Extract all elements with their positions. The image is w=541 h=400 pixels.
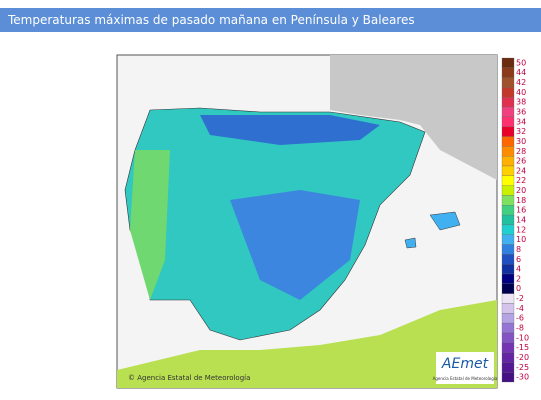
legend-swatch xyxy=(501,234,515,245)
legend-label: 20 xyxy=(516,186,526,195)
north-cold xyxy=(200,115,380,145)
legend-swatch xyxy=(501,165,515,176)
legend-label: 0 xyxy=(516,284,521,293)
legend-label: 32 xyxy=(516,127,526,136)
legend-label: -15 xyxy=(516,343,529,352)
legend-label: -2 xyxy=(516,294,524,303)
legend-swatch xyxy=(501,214,515,226)
legend-label: 24 xyxy=(516,166,526,175)
legend-label: 50 xyxy=(516,58,526,67)
legend-label: 38 xyxy=(516,98,526,107)
legend-swatch xyxy=(501,283,515,294)
legend-swatch xyxy=(501,175,515,186)
legend-label: -8 xyxy=(516,324,524,333)
legend-label: 14 xyxy=(516,216,526,225)
legend-swatch xyxy=(501,67,515,78)
legend-label: 2 xyxy=(516,274,521,283)
legend-label: 22 xyxy=(516,176,526,185)
legend-swatch xyxy=(501,372,515,383)
legend-swatch xyxy=(501,77,515,88)
legend-label: 16 xyxy=(516,206,526,215)
legend-swatch xyxy=(501,254,515,265)
legend-label: 36 xyxy=(516,108,526,117)
legend-label: -6 xyxy=(516,314,524,323)
legend: 5044424038363432302826242220181614121086… xyxy=(501,57,529,383)
africa xyxy=(117,300,497,388)
legend-swatch xyxy=(501,126,515,137)
legend-swatch xyxy=(501,244,515,255)
legend-swatch xyxy=(501,293,515,304)
legend-label: 4 xyxy=(516,265,521,274)
legend-swatch xyxy=(501,273,515,284)
ibiza xyxy=(404,237,417,249)
credit: © Agencia Estatal de Meteorología xyxy=(128,374,250,382)
legend-swatch xyxy=(501,136,515,147)
france xyxy=(330,55,497,180)
legend-label: -4 xyxy=(516,304,524,313)
legend-label: -30 xyxy=(516,373,529,382)
legend-label: 10 xyxy=(516,235,526,244)
legend-swatch xyxy=(501,146,515,157)
legend-swatch xyxy=(501,264,515,275)
legend-swatch xyxy=(501,97,515,108)
legend-swatch xyxy=(501,342,515,353)
legend-label: -20 xyxy=(516,353,529,362)
logo: AEmet xyxy=(441,356,489,372)
centre-cold xyxy=(230,190,360,300)
legend-label: 30 xyxy=(516,137,526,146)
legend-label: 34 xyxy=(516,117,526,126)
legend-label: -25 xyxy=(516,363,529,372)
mallorca xyxy=(429,211,461,231)
legend-swatch xyxy=(501,116,515,127)
map xyxy=(116,54,498,389)
legend-swatch xyxy=(501,195,515,206)
legend-swatch xyxy=(501,332,515,343)
logo-box xyxy=(436,352,494,384)
legend-swatch xyxy=(501,322,515,334)
legend-swatch xyxy=(501,362,515,373)
legend-swatch xyxy=(501,57,515,68)
legend-label: 28 xyxy=(516,147,526,156)
legend-label: 44 xyxy=(516,68,526,77)
legend-label: 8 xyxy=(516,245,521,254)
legend-label: 18 xyxy=(516,196,526,205)
legend-swatch xyxy=(501,224,515,235)
legend-swatch xyxy=(501,185,515,196)
legend-label: 12 xyxy=(516,225,526,234)
west-coast xyxy=(130,150,170,300)
legend-swatch xyxy=(501,87,515,98)
legend-swatch xyxy=(501,106,515,118)
legend-swatch xyxy=(501,303,515,314)
legend-label: 6 xyxy=(516,255,521,264)
legend-label: -10 xyxy=(516,333,529,342)
legend-swatch xyxy=(501,205,515,216)
logo-subtitle: Agencia Estatal de Meteorología xyxy=(433,376,498,381)
legend-swatch xyxy=(501,156,515,167)
title-bar: Temperaturas máximas de pasado mañana en… xyxy=(0,8,541,32)
legend-swatch xyxy=(501,352,515,363)
legend-label: 26 xyxy=(516,157,526,166)
legend-label: 42 xyxy=(516,78,526,87)
legend-swatch xyxy=(501,313,515,324)
legend-label: 40 xyxy=(516,88,526,97)
